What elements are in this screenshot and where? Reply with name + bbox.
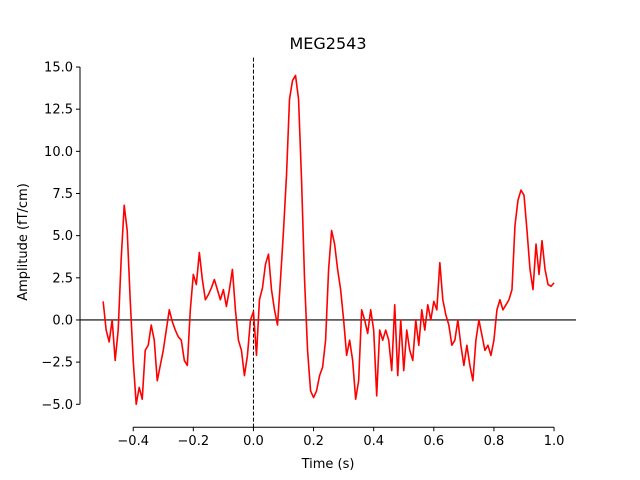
y-tick-label: −2.5 [41,356,73,371]
y-tick-label: 5.0 [52,229,73,244]
y-tick-label: 12.5 [44,103,73,118]
y-axis-label: Amplitude (fT/cm) [16,183,31,301]
chart-title: MEG2543 [289,34,366,53]
x-axis-label: Time (s) [301,457,355,472]
x-tick-label: 0.0 [243,434,264,449]
y-tick-label: 0.0 [52,313,73,328]
signal-line [102,74,555,406]
y-tick-label: 2.5 [52,271,73,286]
x-tick-label: 0.2 [303,434,324,449]
x-tick-label: 0.6 [423,434,444,449]
x-tick-label: −0.4 [117,434,149,449]
x-tick-label: −0.2 [178,434,210,449]
y-tick-label: 10.0 [44,145,73,160]
y-tick-label: 7.5 [52,187,73,202]
y-tick-label: −5.0 [41,398,73,413]
x-tick-label: 1.0 [544,434,565,449]
x-tick-label: 0.8 [484,434,505,449]
x-tick-label: 0.4 [363,434,384,449]
y-tick-label: 15.0 [44,61,73,76]
